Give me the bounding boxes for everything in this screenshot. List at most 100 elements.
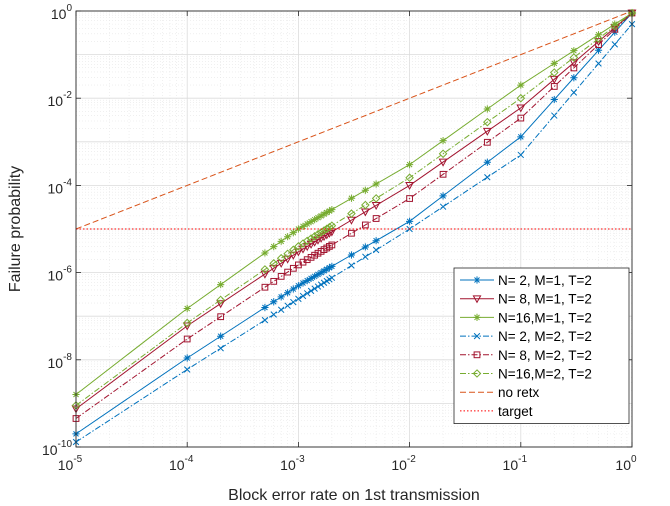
data-point (549, 68, 559, 77)
data-point (295, 295, 302, 303)
data-point (289, 264, 297, 272)
data-point (183, 304, 191, 313)
data-point (372, 215, 380, 222)
data-point (216, 295, 225, 305)
y-axis-label: Failure probability (7, 166, 24, 292)
data-point (302, 236, 312, 246)
x-tick-exponent: 0 (631, 454, 637, 465)
data-point (261, 283, 269, 291)
y-tick-label: 10-4 (48, 177, 73, 196)
y-tick-exponent: -4 (63, 177, 72, 188)
x-tick-base: 10 (391, 457, 407, 473)
data-point (277, 306, 285, 314)
data-point (216, 300, 226, 309)
data-point (283, 249, 292, 259)
x-tick-base: 10 (280, 457, 296, 473)
legend-entry: N= 8, M=1, T=2 (460, 292, 592, 307)
x-tick-label: 100 (615, 454, 637, 473)
data-point (570, 47, 578, 55)
data-point (311, 215, 319, 224)
x-tick-base: 10 (169, 457, 185, 473)
data-point (611, 20, 619, 28)
data-point (183, 335, 191, 343)
data-point (347, 251, 356, 259)
y-tick-label: 10-2 (48, 90, 73, 109)
data-point (347, 194, 356, 202)
data-point (299, 279, 307, 287)
data-point (284, 233, 292, 241)
data-point (361, 243, 369, 251)
data-point (289, 229, 297, 237)
data-point (347, 209, 356, 218)
data-point (260, 265, 270, 274)
axis-ticks: 10-5 10-4 10-3 10-2 10-1 10010-1010-810-610-4… (42, 3, 637, 473)
data-point (310, 232, 319, 241)
data-point (570, 64, 578, 72)
data-point (611, 41, 619, 48)
data-point (483, 105, 491, 113)
y-tick-label: 100 (51, 3, 73, 22)
data-point (484, 173, 491, 181)
plot-frame (75, 10, 633, 448)
x-tick-exponent: -1 (518, 454, 527, 465)
y-tick-exponent: -8 (63, 352, 72, 363)
legend-label: N= 2, M=2, T=2 (498, 329, 592, 344)
data-point (284, 268, 292, 276)
data-point (306, 234, 316, 243)
data-point (260, 270, 270, 279)
data-point (269, 264, 279, 273)
data-point (406, 217, 414, 225)
legend-label: N=16,M=1, T=2 (498, 310, 592, 325)
data-point (361, 200, 370, 210)
data-point (328, 274, 336, 282)
x-tick-label: 10-3 (280, 454, 305, 473)
data-point (325, 207, 333, 215)
data-point (405, 182, 415, 191)
data-point (217, 313, 225, 321)
data-point (303, 256, 311, 264)
x-tick-base: 10 (58, 457, 74, 473)
data-point (473, 332, 481, 340)
data-point (594, 34, 603, 43)
data-point (594, 46, 603, 54)
legend-entry: N=16,M=1, T=2 (460, 310, 592, 325)
data-point (320, 267, 328, 275)
legend-label: no retx (498, 385, 540, 400)
data-point (371, 194, 381, 203)
data-point (311, 285, 318, 292)
data-point (314, 270, 322, 278)
series-n-8-m-2-t-2 (72, 9, 636, 422)
data-point (483, 117, 492, 127)
data-point (551, 112, 558, 119)
data-point (473, 276, 481, 284)
data-point (372, 246, 380, 254)
data-point (294, 282, 302, 290)
y-tick-exponent: -6 (63, 265, 72, 276)
y-tick-exponent: -2 (63, 90, 72, 101)
data-point (317, 268, 325, 277)
data-point (289, 285, 297, 293)
data-point (361, 221, 369, 229)
data-point (483, 138, 491, 146)
data-point (328, 241, 336, 249)
data-point (290, 298, 297, 306)
data-point (516, 93, 526, 103)
data-point (348, 262, 355, 269)
data-point (323, 265, 331, 273)
data-point (182, 318, 192, 328)
y-tick-label: 10-8 (48, 352, 73, 371)
data-point (283, 255, 293, 264)
data-point (439, 137, 447, 145)
x-tick-exponent: -4 (185, 454, 194, 465)
data-point (320, 210, 328, 218)
data-point (307, 253, 315, 261)
x-tick-exponent: -3 (296, 454, 305, 465)
data-point (270, 311, 277, 318)
legend: N= 2, M=1, T=2 N= 8, M=1, T=2 N=16,M=1, T=… (453, 267, 630, 425)
data-point (261, 316, 269, 324)
data-point (299, 222, 307, 230)
legend-entry: N=16,M=2, T=2 (460, 367, 592, 382)
data-point (517, 151, 525, 159)
data-point (372, 180, 380, 188)
data-point (516, 104, 526, 113)
